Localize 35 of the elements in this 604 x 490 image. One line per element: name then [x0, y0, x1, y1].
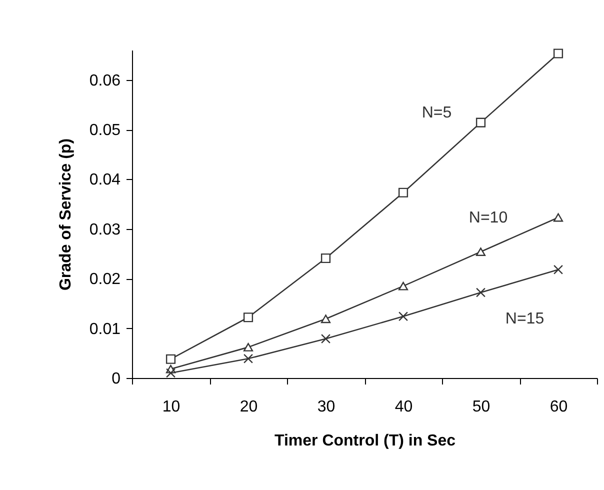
point [398, 282, 408, 290]
point [243, 312, 254, 322]
x-tick-label: 30 [317, 398, 336, 416]
point [553, 213, 564, 222]
point [553, 264, 564, 274]
point [166, 354, 176, 364]
x-axis-title: Timer Control (T) in Sec [274, 432, 456, 450]
y-tick-label: 0.02 [89, 271, 121, 288]
y-tick-label: 0.06 [89, 72, 121, 90]
point [243, 354, 254, 364]
point [398, 188, 408, 198]
point [320, 334, 331, 344]
point [398, 312, 408, 322]
y-axis-title: Grade of Service (p) [57, 138, 74, 291]
x-tick-label: 20 [240, 398, 258, 416]
y-tick-label: 0.01 [89, 320, 121, 338]
x-tick-label: 10 [162, 398, 180, 416]
x-tick-label: 40 [394, 398, 413, 416]
series-label: N=15 [505, 310, 544, 328]
x-tick-label: 50 [472, 398, 490, 416]
point [166, 368, 176, 378]
point [320, 253, 331, 264]
y-tick-label: 0 [112, 370, 121, 388]
point [476, 288, 486, 298]
point [476, 248, 486, 256]
point [243, 342, 254, 352]
point [320, 314, 331, 324]
series-label: N=5 [422, 104, 452, 122]
series-label: N=10 [468, 209, 508, 226]
y-tick-label: 0.03 [89, 221, 121, 238]
y-tick-label: 0.04 [89, 172, 121, 189]
point [553, 48, 564, 58]
y-tick-label: 0.05 [89, 122, 121, 140]
point [476, 118, 486, 128]
x-tick-label: 60 [550, 398, 568, 416]
